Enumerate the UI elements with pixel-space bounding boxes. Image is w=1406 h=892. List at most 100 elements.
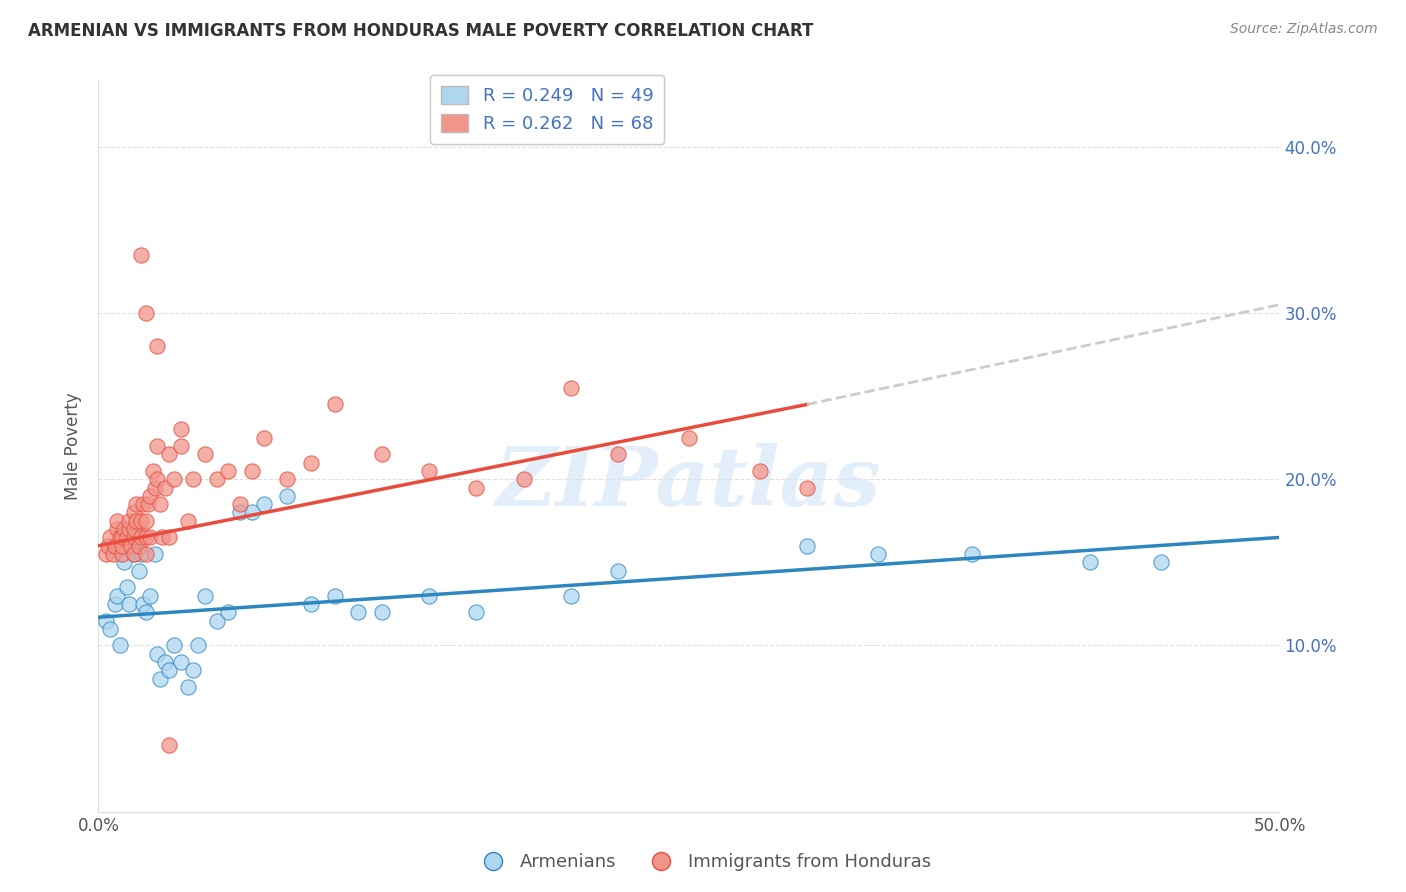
Point — [163, 472, 186, 486]
Point — [153, 655, 176, 669]
Point — [1080, 555, 1102, 569]
Point — [170, 439, 193, 453]
Point — [194, 589, 217, 603]
Point — [796, 481, 818, 495]
Point — [118, 514, 141, 528]
Point — [150, 530, 173, 544]
Point — [146, 647, 169, 661]
Point — [465, 605, 488, 619]
Point — [98, 622, 121, 636]
Point — [122, 506, 145, 520]
Point — [962, 547, 984, 561]
Point — [129, 530, 152, 544]
Point — [146, 472, 169, 486]
Point — [177, 680, 200, 694]
Point — [157, 664, 180, 678]
Point — [323, 589, 346, 603]
Point — [136, 497, 159, 511]
Point — [122, 522, 145, 536]
Point — [371, 605, 394, 619]
Point — [796, 539, 818, 553]
Point — [371, 447, 394, 461]
Point — [157, 530, 180, 544]
Point — [149, 497, 172, 511]
Point — [205, 614, 228, 628]
Point — [125, 514, 148, 528]
Point — [135, 605, 157, 619]
Point — [118, 522, 141, 536]
Point — [465, 481, 488, 495]
Point — [121, 539, 143, 553]
Point — [135, 530, 157, 544]
Point — [253, 431, 276, 445]
Point — [104, 539, 127, 553]
Point — [111, 539, 134, 553]
Point — [347, 605, 370, 619]
Point — [135, 514, 157, 528]
Point — [240, 506, 263, 520]
Point — [122, 547, 145, 561]
Point — [108, 639, 131, 653]
Point — [125, 497, 148, 511]
Point — [194, 447, 217, 461]
Point — [229, 506, 252, 520]
Point — [122, 530, 145, 544]
Legend: R = 0.249   N = 49, R = 0.262   N = 68: R = 0.249 N = 49, R = 0.262 N = 68 — [430, 75, 664, 145]
Point — [111, 539, 134, 553]
Point — [181, 664, 204, 678]
Point — [142, 464, 165, 478]
Point — [560, 381, 582, 395]
Point — [105, 522, 128, 536]
Y-axis label: Male Poverty: Male Poverty — [65, 392, 83, 500]
Point — [205, 472, 228, 486]
Point — [129, 514, 152, 528]
Point — [132, 597, 155, 611]
Point — [98, 530, 121, 544]
Point — [276, 489, 298, 503]
Text: ZIPatlas: ZIPatlas — [496, 442, 882, 523]
Point — [129, 248, 152, 262]
Point — [115, 530, 138, 544]
Point — [187, 639, 209, 653]
Point — [512, 472, 534, 486]
Point — [129, 547, 152, 561]
Point — [143, 547, 166, 561]
Point — [1150, 555, 1173, 569]
Point — [607, 447, 630, 461]
Point — [177, 514, 200, 528]
Point — [678, 431, 700, 445]
Point — [560, 589, 582, 603]
Point — [122, 547, 145, 561]
Point — [170, 655, 193, 669]
Point — [153, 481, 176, 495]
Point — [299, 597, 322, 611]
Point — [94, 614, 117, 628]
Point — [111, 530, 134, 544]
Point — [122, 530, 145, 544]
Point — [111, 547, 134, 561]
Point — [139, 530, 162, 544]
Point — [143, 481, 166, 495]
Point — [111, 547, 134, 561]
Point — [163, 639, 186, 653]
Point — [217, 464, 239, 478]
Point — [181, 472, 204, 486]
Point — [132, 497, 155, 511]
Point — [157, 447, 180, 461]
Point — [240, 464, 263, 478]
Point — [135, 547, 157, 561]
Text: ARMENIAN VS IMMIGRANTS FROM HONDURAS MALE POVERTY CORRELATION CHART: ARMENIAN VS IMMIGRANTS FROM HONDURAS MAL… — [28, 22, 814, 40]
Point — [94, 547, 117, 561]
Point — [115, 580, 138, 594]
Point — [253, 497, 276, 511]
Point — [112, 522, 135, 536]
Point — [323, 397, 346, 411]
Point — [299, 456, 322, 470]
Point — [748, 464, 770, 478]
Point — [146, 439, 169, 453]
Point — [139, 589, 162, 603]
Point — [170, 422, 193, 436]
Point — [418, 464, 440, 478]
Point — [146, 339, 169, 353]
Point — [121, 539, 143, 553]
